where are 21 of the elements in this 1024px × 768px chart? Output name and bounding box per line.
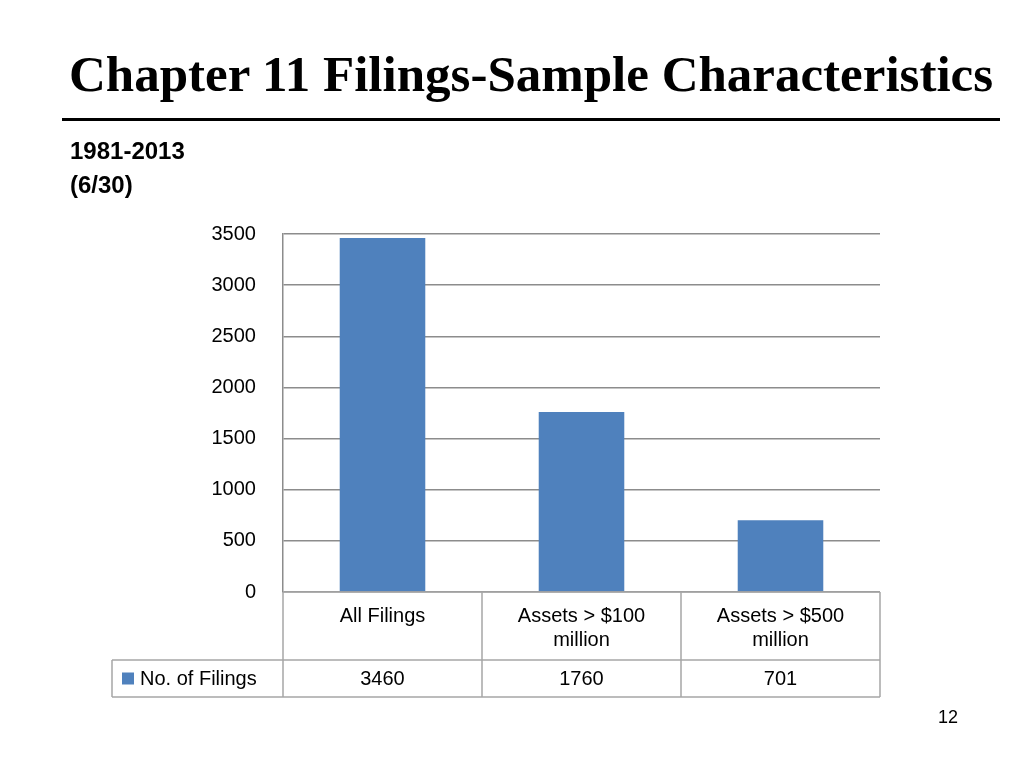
data-label: 701 xyxy=(763,667,798,690)
y-tick-label: 500 xyxy=(222,528,256,551)
data-label: 3460 xyxy=(360,667,405,690)
y-tick-label: 3500 xyxy=(211,221,256,244)
data-label: 1760 xyxy=(559,667,604,690)
y-tick-label: 1000 xyxy=(211,477,256,500)
legend-label: No. of Filings xyxy=(140,667,257,690)
bar xyxy=(339,238,426,592)
y-tick-label: 2500 xyxy=(211,323,256,346)
x-tick-label: Assets > $100 million xyxy=(517,603,646,650)
chart-subtitle: 1981-2013 (6/30) xyxy=(70,136,186,200)
text: 12 xyxy=(938,706,959,728)
y-tick-label: 1500 xyxy=(211,426,256,449)
bar xyxy=(538,411,625,592)
chart-title: Chapter 11 Filings-Sample Characteristics xyxy=(67,45,995,104)
y-tick-label: 0 xyxy=(244,579,256,602)
y-tick-label: 3000 xyxy=(211,272,256,295)
bar xyxy=(737,520,824,592)
y-tick-label: 2000 xyxy=(211,374,256,397)
x-tick-label: Assets > $500 million xyxy=(716,603,845,650)
x-tick-label: All Filings xyxy=(339,603,426,626)
